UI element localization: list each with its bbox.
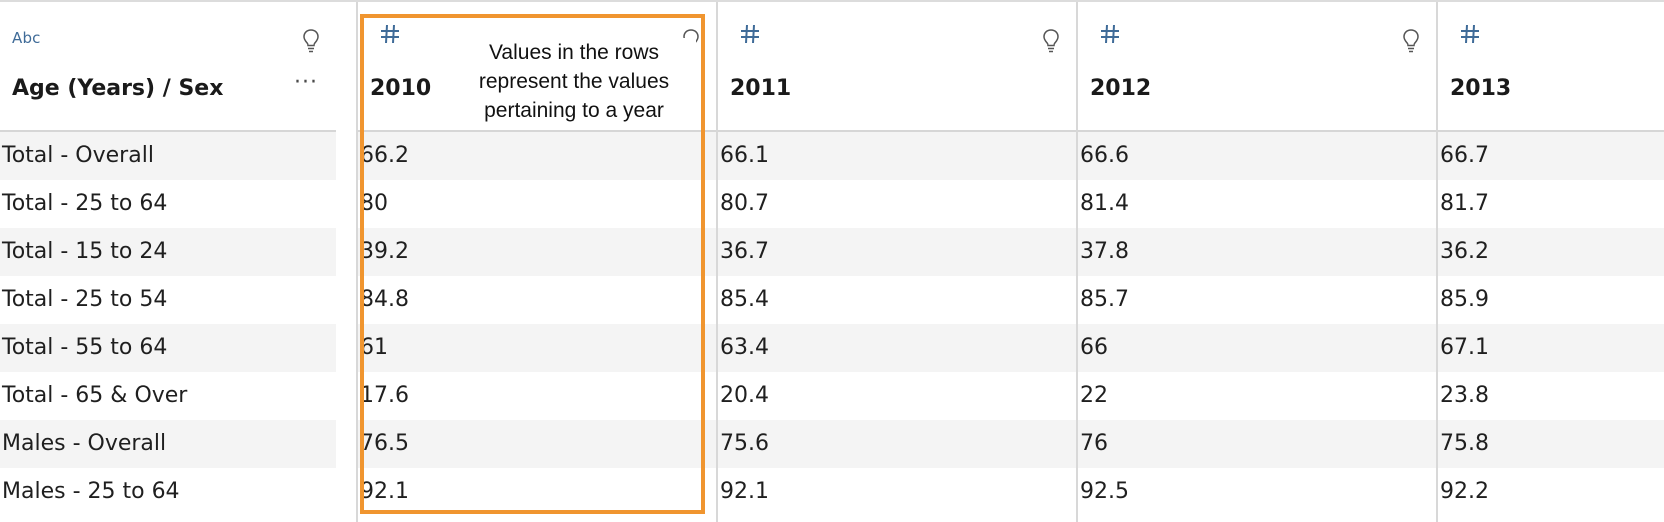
column-header[interactable]: 2012 — [1078, 2, 1436, 132]
table-cell[interactable]: 39.2 — [358, 228, 716, 276]
column-cells: 66.6 81.4 37.8 85.7 66 22 76 92.5 — [1078, 132, 1436, 516]
table-cell[interactable]: Total - 25 to 64 — [2, 191, 168, 216]
table-cell[interactable]: 36.2 — [1438, 228, 1664, 276]
column-cells: 66.2 80 39.2 84.8 61 17.6 76.5 92.1 — [358, 132, 716, 516]
number-type-icon — [381, 24, 399, 44]
table-cell[interactable]: 81.4 — [1080, 191, 1129, 216]
table-cell[interactable]: 17.6 — [360, 383, 409, 408]
table-cell[interactable]: 81.7 — [1440, 191, 1489, 216]
table-cell[interactable]: Total - 65 & Over — [2, 383, 188, 408]
column-title: 2011 — [730, 76, 792, 101]
column-2012: 2012 66.6 81.4 37.8 85.7 66 22 76 92.5 — [1076, 2, 1436, 522]
table-cell[interactable]: 85.9 — [1440, 287, 1489, 312]
table-cell[interactable]: 23.8 — [1440, 383, 1489, 408]
table-cell[interactable]: Total - 25 to 54 — [2, 287, 168, 312]
table-cell[interactable]: 22 — [1080, 383, 1108, 408]
column-cells: 66.7 81.7 36.2 85.9 67.1 23.8 75.8 92.2 — [1438, 132, 1664, 516]
table-cell[interactable]: 66.7 — [1438, 132, 1664, 180]
column-header[interactable]: Abc Age (Years) / Sex ··· — [0, 2, 336, 132]
table-cell[interactable]: 36.7 — [718, 228, 1076, 276]
column-cells: 66.1 80.7 36.7 85.4 63.4 20.4 75.6 92.1 — [718, 132, 1076, 516]
table-cell[interactable]: 92.5 — [1080, 479, 1129, 504]
table-cell[interactable]: 84.8 — [360, 287, 409, 312]
table-cell[interactable]: 75.6 — [718, 420, 1076, 468]
number-type-icon — [741, 24, 759, 44]
number-type-icon — [1101, 24, 1119, 44]
table-cell[interactable]: 92.1 — [360, 479, 409, 504]
table-cell[interactable]: 67.1 — [1438, 324, 1664, 372]
column-2013: 2013 66.7 81.7 36.2 85.9 67.1 23.8 75.8 … — [1436, 2, 1664, 522]
table-cell[interactable]: 76 — [1078, 420, 1436, 468]
column-header[interactable]: 2013 — [1438, 2, 1664, 132]
table-cell[interactable]: 37.8 — [1078, 228, 1436, 276]
column-cells: Total - Overall Total - 25 to 64 Total -… — [0, 132, 336, 516]
column-title: 2012 — [1090, 76, 1152, 101]
table-cell[interactable]: Males - Overall — [0, 420, 336, 468]
table-cell[interactable]: Males - 25 to 64 — [2, 479, 180, 504]
table-cell[interactable]: 61 — [358, 324, 716, 372]
annotation-text: Values in the rows represent the values … — [452, 38, 696, 125]
table-cell[interactable]: 66 — [1078, 324, 1436, 372]
table-cell[interactable]: 80 — [360, 191, 388, 216]
table-cell[interactable]: Total - Overall — [0, 132, 336, 180]
table-cell[interactable]: 66.1 — [718, 132, 1076, 180]
column-header[interactable]: 2011 — [718, 2, 1076, 132]
text-type-icon: Abc — [12, 29, 41, 47]
column-title: 2010 — [370, 76, 432, 101]
table-cell[interactable]: Total - 55 to 64 — [0, 324, 336, 372]
table-cell[interactable]: 66.2 — [358, 132, 716, 180]
lightbulb-icon[interactable] — [1042, 28, 1060, 56]
table-cell[interactable]: 63.4 — [718, 324, 1076, 372]
table-cell[interactable]: 66.6 — [1078, 132, 1436, 180]
table-cell[interactable]: 85.7 — [1080, 287, 1129, 312]
column-2011: 2011 66.1 80.7 36.7 85.4 63.4 20.4 75.6 … — [716, 2, 1076, 522]
table-cell[interactable]: 92.1 — [720, 479, 769, 504]
lightbulb-icon[interactable] — [302, 28, 320, 56]
column-title: Age (Years) / Sex — [12, 76, 224, 101]
table-cell[interactable]: 92.2 — [1440, 479, 1489, 504]
number-type-icon — [1461, 24, 1479, 44]
table-cell[interactable]: 76.5 — [358, 420, 716, 468]
table-cell[interactable]: 20.4 — [720, 383, 769, 408]
more-options-icon[interactable]: ··· — [294, 70, 318, 95]
table-cell[interactable]: 75.8 — [1438, 420, 1664, 468]
column-age-sex: Abc Age (Years) / Sex ··· Total - Overal… — [0, 2, 336, 522]
column-title: 2013 — [1450, 76, 1512, 101]
table-cell[interactable]: 80.7 — [720, 191, 769, 216]
lightbulb-icon[interactable] — [1402, 28, 1420, 56]
table-cell[interactable]: 85.4 — [720, 287, 769, 312]
table-cell[interactable]: Total - 15 to 24 — [0, 228, 336, 276]
